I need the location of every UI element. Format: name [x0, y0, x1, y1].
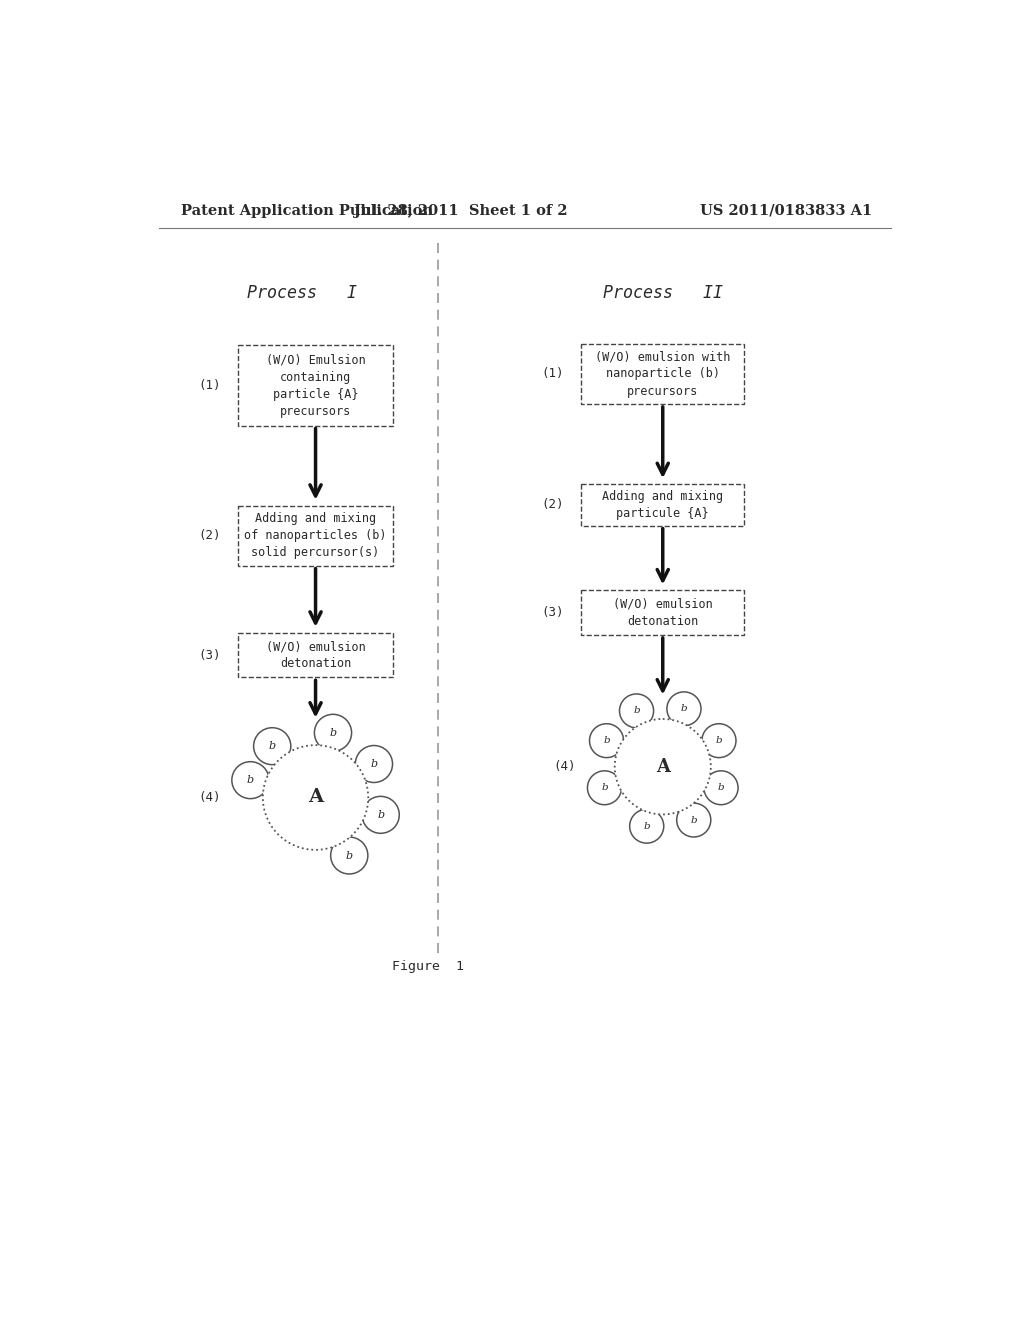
- Circle shape: [362, 796, 399, 833]
- FancyBboxPatch shape: [238, 345, 393, 426]
- Text: (1): (1): [199, 379, 221, 392]
- Text: Adding and mixing
particule {A}: Adding and mixing particule {A}: [602, 490, 723, 520]
- Circle shape: [355, 746, 392, 783]
- Text: Jul. 28, 2011  Sheet 1 of 2: Jul. 28, 2011 Sheet 1 of 2: [354, 203, 568, 218]
- Text: (4): (4): [553, 760, 575, 774]
- Text: (2): (2): [199, 529, 221, 543]
- Text: Figure  1: Figure 1: [391, 961, 464, 973]
- FancyBboxPatch shape: [582, 590, 744, 635]
- Text: b: b: [718, 783, 724, 792]
- Text: (4): (4): [199, 791, 221, 804]
- Text: b: b: [643, 822, 650, 830]
- Text: b: b: [247, 775, 254, 785]
- Text: b: b: [377, 810, 384, 820]
- Circle shape: [667, 692, 701, 726]
- FancyBboxPatch shape: [582, 345, 744, 404]
- Text: (3): (3): [542, 606, 564, 619]
- Text: US 2011/0183833 A1: US 2011/0183833 A1: [699, 203, 872, 218]
- Text: Process   II: Process II: [603, 284, 723, 302]
- Text: A: A: [308, 788, 324, 807]
- Circle shape: [590, 723, 624, 758]
- Text: (W/O) emulsion with
nanoparticle (b)
precursors: (W/O) emulsion with nanoparticle (b) pre…: [595, 351, 730, 397]
- Text: b: b: [268, 742, 275, 751]
- Text: A: A: [655, 758, 670, 776]
- FancyBboxPatch shape: [238, 632, 393, 677]
- Circle shape: [254, 727, 291, 764]
- Text: b: b: [633, 706, 640, 715]
- Circle shape: [314, 714, 351, 751]
- FancyBboxPatch shape: [582, 483, 744, 527]
- Text: Patent Application Publication: Patent Application Publication: [180, 203, 433, 218]
- Circle shape: [331, 837, 368, 874]
- Circle shape: [701, 723, 736, 758]
- Text: Adding and mixing
of nanoparticles (b)
solid percursor(s): Adding and mixing of nanoparticles (b) s…: [245, 512, 387, 560]
- Text: (1): (1): [542, 367, 564, 380]
- Text: Process   I: Process I: [248, 284, 357, 302]
- Circle shape: [231, 762, 269, 799]
- Text: b: b: [346, 850, 353, 861]
- Text: b: b: [371, 759, 378, 770]
- Circle shape: [620, 694, 653, 727]
- Text: b: b: [330, 727, 337, 738]
- Text: b: b: [603, 737, 610, 746]
- Text: (W/O) Emulsion
containing
particle {A}
precursors: (W/O) Emulsion containing particle {A} p…: [265, 354, 366, 417]
- Text: b: b: [690, 816, 697, 825]
- Text: b: b: [681, 705, 687, 713]
- Circle shape: [630, 809, 664, 843]
- Text: b: b: [716, 737, 722, 746]
- FancyBboxPatch shape: [238, 506, 393, 566]
- Circle shape: [588, 771, 622, 805]
- Text: (W/O) emulsion
detonation: (W/O) emulsion detonation: [265, 640, 366, 671]
- Text: b: b: [601, 783, 608, 792]
- Text: (2): (2): [542, 499, 564, 511]
- Text: (W/O) emulsion
detonation: (W/O) emulsion detonation: [613, 598, 713, 628]
- Circle shape: [263, 744, 369, 850]
- Circle shape: [677, 803, 711, 837]
- Text: (3): (3): [199, 648, 221, 661]
- Circle shape: [703, 771, 738, 805]
- Circle shape: [614, 719, 711, 814]
